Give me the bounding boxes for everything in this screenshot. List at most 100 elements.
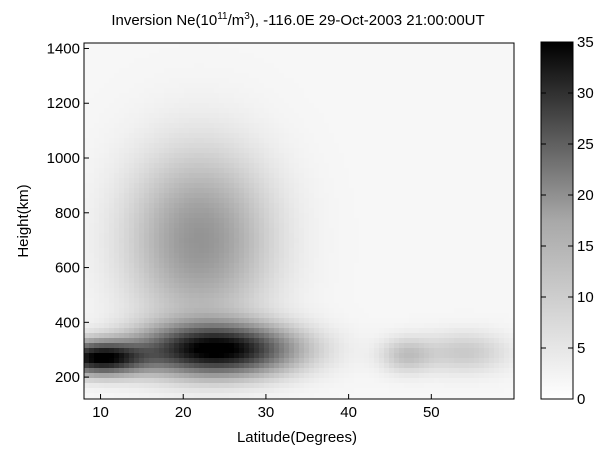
heatmap-cell xyxy=(359,283,365,289)
heatmap-cell xyxy=(154,298,160,304)
heatmap-cell xyxy=(299,388,305,394)
heatmap-cell xyxy=(194,138,200,144)
heatmap-cell xyxy=(374,378,380,384)
heatmap-cell xyxy=(99,263,105,269)
heatmap-cell xyxy=(134,378,140,384)
heatmap-cell xyxy=(194,83,200,89)
heatmap-cell xyxy=(354,393,360,399)
heatmap-cell xyxy=(409,268,415,274)
heatmap-cell xyxy=(299,93,305,99)
heatmap-cell xyxy=(259,273,265,279)
heatmap-cell xyxy=(424,43,430,49)
heatmap-cell xyxy=(139,273,145,279)
heatmap-cell xyxy=(329,103,335,109)
heatmap-cell xyxy=(329,323,335,329)
heatmap-cell xyxy=(114,253,120,259)
heatmap-cell xyxy=(299,228,305,234)
heatmap-cell xyxy=(409,48,415,54)
heatmap-cell xyxy=(349,123,355,129)
heatmap-cell xyxy=(224,258,230,264)
heatmap-cell xyxy=(324,313,330,319)
heatmap-cell xyxy=(214,93,220,99)
heatmap-cell xyxy=(194,258,200,264)
heatmap-cell xyxy=(404,43,410,49)
heatmap-cell xyxy=(359,123,365,129)
heatmap-cell xyxy=(429,48,435,54)
heatmap-cell xyxy=(84,183,90,189)
heatmap-cell xyxy=(179,63,185,69)
heatmap-cell xyxy=(164,198,170,204)
heatmap-cell xyxy=(429,163,435,169)
heatmap-cell xyxy=(159,363,165,369)
heatmap-cell xyxy=(239,48,245,54)
heatmap-cell xyxy=(169,308,175,314)
heatmap-cell xyxy=(104,283,110,289)
heatmap-cell xyxy=(164,378,170,384)
heatmap-cell xyxy=(289,288,295,294)
heatmap-cell xyxy=(374,98,380,104)
heatmap-cell xyxy=(289,308,295,314)
heatmap-cell xyxy=(224,323,230,329)
heatmap-cell xyxy=(369,58,375,64)
heatmap-cell xyxy=(194,203,200,209)
heatmap-cell xyxy=(99,383,105,389)
heatmap-cell xyxy=(239,313,245,319)
heatmap-cell xyxy=(239,98,245,104)
heatmap-cell xyxy=(274,73,280,79)
heatmap-cell xyxy=(284,133,290,139)
heatmap-cell xyxy=(389,363,395,369)
heatmap-cell xyxy=(89,78,95,84)
heatmap-cell xyxy=(124,258,130,264)
heatmap-cell xyxy=(374,253,380,259)
heatmap-cell xyxy=(399,333,405,339)
heatmap-cell xyxy=(249,143,255,149)
heatmap-cell xyxy=(99,203,105,209)
heatmap-cell xyxy=(244,363,250,369)
heatmap-cell xyxy=(369,348,375,354)
heatmap-cell xyxy=(129,198,135,204)
heatmap-cell xyxy=(149,53,155,59)
heatmap-cell xyxy=(159,368,165,374)
heatmap-cell xyxy=(234,178,240,184)
heatmap-cell xyxy=(304,68,310,74)
heatmap-cell xyxy=(134,278,140,284)
heatmap-cell xyxy=(364,68,370,74)
heatmap-cell xyxy=(404,118,410,124)
heatmap-cell xyxy=(354,298,360,304)
heatmap-cell xyxy=(354,48,360,54)
heatmap-cell xyxy=(419,123,425,129)
heatmap-cell xyxy=(369,288,375,294)
heatmap-cell xyxy=(164,43,170,49)
heatmap-cell xyxy=(329,273,335,279)
heatmap-cell xyxy=(414,313,420,319)
heatmap-cell xyxy=(419,193,425,199)
heatmap-cell xyxy=(254,233,260,239)
heatmap-cell xyxy=(429,78,435,84)
heatmap-cell xyxy=(149,298,155,304)
heatmap-cell xyxy=(139,163,145,169)
heatmap-cell xyxy=(294,148,300,154)
heatmap-cell xyxy=(109,143,115,149)
heatmap-cell xyxy=(189,393,195,399)
heatmap-cell xyxy=(189,328,195,334)
heatmap-cell xyxy=(249,393,255,399)
heatmap-cell xyxy=(139,118,145,124)
heatmap-cell xyxy=(179,88,185,94)
heatmap-cell xyxy=(119,318,125,324)
heatmap-cell xyxy=(224,288,230,294)
heatmap-cell xyxy=(129,48,135,54)
heatmap-cell xyxy=(89,343,95,349)
heatmap-cell xyxy=(314,123,320,129)
heatmap-cell xyxy=(159,218,165,224)
heatmap-cell xyxy=(284,93,290,99)
heatmap-cell xyxy=(329,43,335,49)
heatmap-cell xyxy=(394,108,400,114)
heatmap-cell xyxy=(344,278,350,284)
heatmap-cell xyxy=(399,348,405,354)
heatmap-cell xyxy=(299,203,305,209)
heatmap-cell xyxy=(274,123,280,129)
heatmap-cell xyxy=(349,288,355,294)
heatmap-cell xyxy=(189,73,195,79)
heatmap-cell xyxy=(189,238,195,244)
heatmap-cell xyxy=(234,368,240,374)
